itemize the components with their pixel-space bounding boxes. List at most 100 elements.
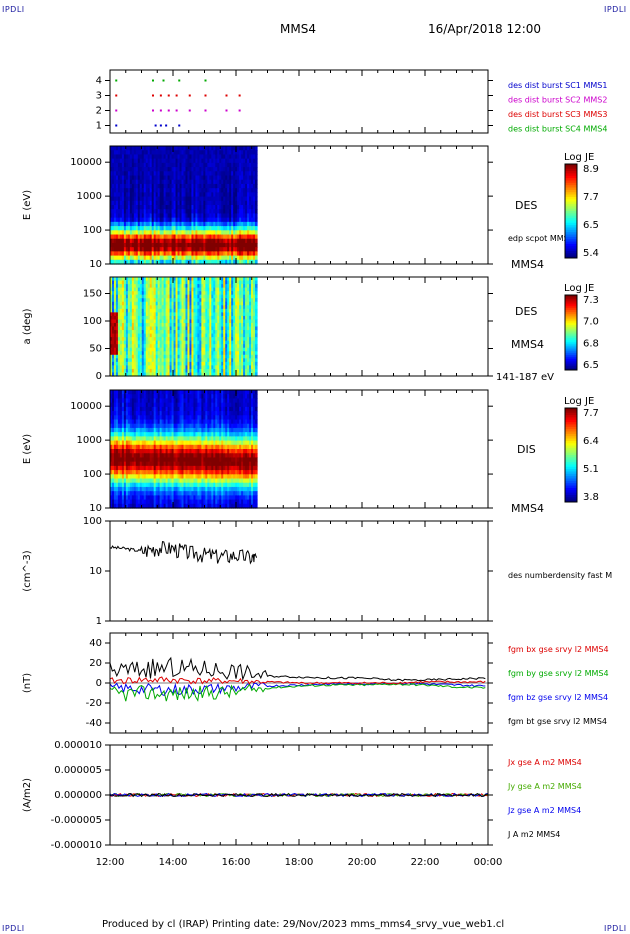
heatmap-cell (125, 457, 129, 463)
heatmap-cell (223, 354, 226, 359)
heatmap-cell (149, 242, 153, 248)
heatmap-cell (219, 358, 222, 363)
heatmap-cell (237, 361, 240, 366)
heatmap-cell (255, 167, 258, 172)
heatmap-cell (229, 354, 232, 359)
heatmap-cell (191, 340, 195, 345)
heatmap-cell (137, 361, 141, 366)
heatmap-cell (251, 305, 254, 310)
heatmap-cell (147, 192, 151, 198)
heatmap-cell (195, 354, 199, 359)
heatmap-cell (133, 305, 137, 310)
heatmap-cell (231, 294, 234, 299)
des-energy-colorbar-swatch (565, 175, 577, 179)
heatmap-cell (169, 167, 173, 172)
heatmap-cell (191, 255, 195, 261)
heatmap-cell (221, 196, 224, 202)
heatmap-cell (199, 247, 202, 252)
heatmap-cell (143, 205, 147, 210)
heatmap-cell (159, 146, 163, 151)
heatmap-cell (245, 368, 248, 374)
heatmap-cell (187, 242, 191, 248)
heatmap-cell (209, 200, 212, 206)
heatmap-cell (179, 315, 183, 321)
heatmap-cell (219, 171, 222, 177)
heatmap-cell (247, 365, 250, 370)
heatmap-cell (147, 326, 151, 331)
heatmap-cell (131, 162, 135, 168)
heatmap-cell (245, 326, 248, 331)
heatmap-cell (135, 340, 139, 345)
heatmap-cell (243, 242, 246, 248)
heatmap-cell (139, 167, 143, 172)
heatmap-cell (131, 415, 135, 421)
heatmap-cell (169, 358, 173, 363)
heatmap-cell (139, 294, 143, 299)
heatmap-cell (117, 247, 121, 252)
heatmap-cell (121, 474, 125, 480)
heatmap-cell (125, 499, 129, 505)
heatmap-cell (121, 491, 125, 496)
heatmap-cell (217, 167, 220, 172)
heatmap-cell (153, 196, 157, 202)
heatmap-cell (223, 251, 226, 257)
heatmap-cell (127, 305, 131, 310)
heatmap-cell (249, 308, 252, 313)
heatmap-cell (147, 347, 151, 352)
heatmap-cell (253, 365, 256, 370)
heatmap-cell (143, 319, 147, 324)
heatmap-cell (241, 175, 244, 181)
heatmap-cell (177, 287, 181, 292)
heatmap-cell (157, 158, 161, 164)
heatmap-cell (151, 251, 155, 257)
heatmap-cell (177, 158, 181, 164)
heatmap-cell (231, 209, 234, 215)
heatmap-cell (215, 196, 218, 202)
heatmap-cell (215, 308, 218, 313)
heatmap-cell (203, 183, 206, 189)
heatmap-cell (227, 361, 230, 366)
heatmap-cell (123, 326, 127, 331)
heatmap-cell (133, 298, 137, 303)
heatmap-cell (145, 196, 149, 202)
des-pitch-colorbar-swatch (565, 302, 577, 305)
heatmap-cell (211, 372, 214, 377)
heatmap-cell (143, 411, 147, 416)
heatmap-cell (111, 287, 115, 292)
heatmap-cell (157, 162, 161, 168)
heatmap-cell (161, 333, 165, 338)
heatmap-cell (221, 242, 224, 248)
heatmap-cell (193, 209, 197, 215)
heatmap-cell (155, 238, 159, 244)
heatmap-cell (179, 322, 183, 328)
heatmap-cell (135, 361, 139, 366)
heatmap-cell (197, 319, 200, 324)
heatmap-cell (207, 179, 210, 185)
heatmap-cell (133, 491, 137, 496)
heatmap-cell (121, 398, 125, 404)
heatmap-cell (125, 333, 129, 338)
heatmap-cell (157, 354, 161, 359)
heatmap-cell (229, 372, 232, 377)
heatmap-cell (191, 183, 195, 189)
heatmap-cell (129, 305, 133, 310)
heatmap-cell (183, 209, 187, 215)
heatmap-cell (119, 188, 123, 193)
heatmap-cell (111, 474, 115, 480)
heatmap-cell (245, 351, 248, 356)
heatmap-cell (191, 242, 195, 248)
heatmap-cell (121, 259, 125, 265)
heatmap-cell (135, 230, 139, 236)
heatmap-cell (145, 340, 149, 345)
heatmap-cell (153, 200, 157, 206)
heatmap-cell (233, 322, 236, 328)
heatmap-cell (125, 449, 129, 454)
heatmap-cell (123, 280, 127, 285)
heatmap-cell (127, 242, 131, 248)
heatmap-cell (111, 436, 115, 442)
heatmap-cell (255, 305, 258, 310)
heatmap-cell (161, 192, 165, 198)
heatmap-cell (147, 234, 151, 240)
heatmap-cell (147, 319, 151, 324)
heatmap-cell (195, 192, 199, 198)
